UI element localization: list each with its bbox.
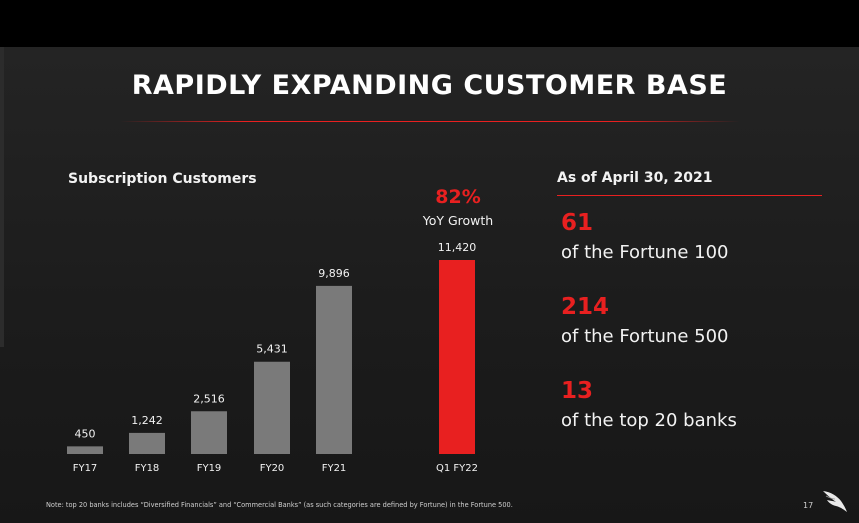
stat-label: of the Fortune 100	[561, 242, 729, 263]
stats-as-of: As of April 30, 2021	[557, 170, 713, 186]
growth-percent: 82%	[435, 186, 481, 208]
bar-q1-fy22	[439, 260, 475, 454]
stat-fortune-100: 61 of the Fortune 100	[561, 209, 728, 265]
bar-fy20	[254, 361, 290, 454]
category-label: FY19	[197, 463, 222, 474]
bar-fy17	[67, 446, 103, 454]
category-label: FY21	[322, 463, 347, 474]
window-edge-strip	[0, 47, 4, 347]
slide-title: RAPIDLY EXPANDING CUSTOMER BASE	[131, 70, 728, 101]
stat-value: 214	[561, 294, 610, 320]
bar-fy21	[316, 285, 352, 454]
growth-label: YoY Growth	[422, 213, 494, 228]
category-label: FY20	[260, 463, 285, 474]
stat-value: 13	[561, 378, 594, 404]
subscription-customers-chart: 450 FY17 1,242 FY18 2,516 FY19 5,431 FY20 9,896 F…	[67, 241, 478, 474]
stats-divider	[557, 195, 822, 196]
stat-label: of the top 20 banks	[561, 410, 737, 431]
stat-value: 61	[561, 210, 594, 236]
bar-fy18	[129, 432, 165, 454]
bar-value-label: 11,420	[438, 241, 477, 254]
bar-value-label: 2,516	[193, 392, 225, 405]
stat-label: of the Fortune 500	[561, 326, 729, 347]
top-black-band	[0, 0, 859, 47]
stat-fortune-500: 214 of the Fortune 500	[561, 293, 728, 349]
footnote: Note: top 20 banks includes “Diversified…	[46, 501, 513, 509]
category-label: FY18	[135, 463, 160, 474]
bar-value-label: 1,242	[131, 414, 163, 427]
bar-value-label: 9,896	[318, 267, 350, 280]
falcon-logo-icon	[823, 491, 847, 512]
bar-value-label: 450	[75, 427, 96, 440]
chart-title: Subscription Customers	[68, 171, 257, 187]
category-label: FY17	[73, 463, 98, 474]
title-divider	[120, 121, 740, 122]
category-label: Q1 FY22	[436, 463, 478, 474]
bar-fy19	[191, 411, 227, 454]
page-number: 17	[803, 501, 814, 510]
stat-top-20-banks: 13 of the top 20 banks	[561, 377, 737, 433]
bar-value-label: 5,431	[256, 343, 288, 356]
